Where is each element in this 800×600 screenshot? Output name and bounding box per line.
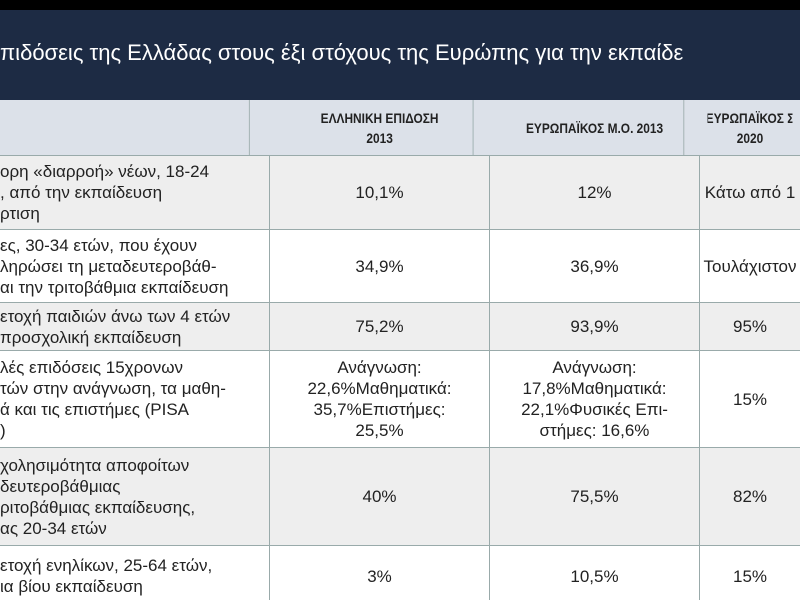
- cell-line: 2020: [736, 129, 764, 146]
- table-row: ετοχή παιδιών άνω των 4 ετών προσχολική ε…: [0, 303, 800, 351]
- cell-line: 36,9%: [570, 256, 619, 276]
- cell-line: 12%: [577, 183, 612, 202]
- cell: Ανάγνωση: 22,6%Μαθηματικά: 35,7%Επιστήμες:…: [270, 351, 490, 447]
- cell: ετοχή ενηλίκων, 25-64 ετών, ια βίου εκπαί…: [0, 546, 270, 600]
- cell: ΕΥΡΩΠΑΪΚΟΣ Σ 2020: [708, 100, 793, 155]
- cell: ΕΥΡΩΠΑΪΚΟΣ Μ.Ο. 2013: [506, 100, 685, 155]
- cell: 40%: [270, 448, 490, 545]
- cell-line: τών στην ανάγνωση, τα μαθη-: [0, 379, 226, 398]
- cell-line: ληρώσει τη μεταδευτεροβάθ-: [0, 256, 217, 276]
- cell-line: 15%: [732, 566, 768, 586]
- cell: 75,2%: [270, 303, 490, 350]
- cell-line: ριτοβάθμιας εκπαίδευσης,: [0, 497, 196, 517]
- cell-line: 82%: [732, 487, 768, 506]
- cell-line: 75,2%: [355, 317, 404, 336]
- cell: λές επιδόσεις 15χρονων τών στην ανάγνωση,…: [0, 351, 270, 447]
- cell-line: λές επιδόσεις 15χρονων: [0, 358, 183, 377]
- cell: 3%: [270, 546, 490, 600]
- cell: ορη «διαρροή» νέων, 18-24 , από την εκπαί…: [0, 156, 270, 229]
- cell-line: ρτιση: [0, 204, 40, 223]
- cell-line: 22,6%Μαθηματικά:: [307, 379, 452, 398]
- cell-line: 22,1%Φυσικές Επι-: [521, 400, 668, 419]
- cell-line: 3%: [367, 566, 392, 586]
- cell-line: 10,1%: [355, 183, 404, 202]
- cell-line: 25,5%: [355, 421, 404, 440]
- cell-line: στήμες: 16,6%: [539, 421, 650, 440]
- cell: [20, 100, 250, 155]
- cell: 34,9%: [270, 230, 490, 302]
- cell-line: ετοχή παιδιών άνω των 4 ετών: [0, 306, 231, 326]
- cell: Κάτω από 1: [700, 156, 800, 229]
- cell-line: ΕΛΛΗΝΙΚΗ ΕΠΙΔΟΣΗ: [320, 109, 439, 126]
- cell: 75,5%: [490, 448, 700, 545]
- cell-line: ετοχή ενηλίκων, 25-64 ετών,: [0, 556, 213, 575]
- cell: 82%: [700, 448, 800, 545]
- cell-line: 40%: [362, 487, 397, 506]
- cell: 15%: [700, 546, 800, 600]
- cell: 95%: [700, 303, 800, 350]
- cell-line: ά και τις επιστήμες (PISA: [0, 400, 190, 419]
- cell-line: ΕΥΡΩΠΑΪΚΟΣ Σ: [707, 109, 793, 126]
- table-row: ες, 30-34 ετών, που έχουν ληρώσει τη μετα…: [0, 230, 800, 303]
- cell: 36,9%: [490, 230, 700, 302]
- cell-line: Ανάγνωση:: [337, 358, 422, 377]
- cell-line: ες, 30-34 ετών, που έχουν: [0, 235, 197, 255]
- cell-line: 2013: [366, 129, 393, 146]
- table-row: ετοχή ενηλίκων, 25-64 ετών, ια βίου εκπαί…: [0, 546, 800, 600]
- title-band: [0, 0, 800, 100]
- cell-line: χολησιμότητα αποφοίτων: [0, 455, 190, 475]
- cell-line: 75,5%: [570, 487, 619, 506]
- cell-line: 95%: [732, 317, 768, 336]
- cell: 12%: [490, 156, 700, 229]
- table-row: λές επιδόσεις 15χρονων τών στην ανάγνωση,…: [0, 351, 800, 448]
- cell: ετοχή παιδιών άνω των 4 ετών προσχολική ε…: [0, 303, 270, 350]
- cell-line: δευτεροβάθμιας: [0, 476, 121, 496]
- cell-line: ια βίου εκπαίδευση: [0, 577, 143, 596]
- cell-line: ): [0, 421, 6, 440]
- cell: 93,9%: [490, 303, 700, 350]
- cell-line: ΕΥΡΩΠΑΪΚΟΣ Μ.Ο. 2013: [525, 119, 664, 136]
- cell-line: 34,9%: [355, 256, 404, 276]
- cell: 10,5%: [490, 546, 700, 600]
- cell-line: αι την τριτοβάθμια εκπαίδευση: [0, 277, 229, 297]
- cell: Ανάγνωση: 17,8%Μαθηματικά: 22,1%Φυσικές Επ…: [490, 351, 700, 447]
- cell: 15%: [700, 351, 800, 447]
- cell-line: 10,5%: [570, 566, 619, 586]
- cell-line: 17,8%Μαθηματικά:: [522, 379, 667, 398]
- cell-line: ας 20-34 ετών: [0, 518, 107, 538]
- cell-line: , από την εκπαίδευση: [0, 183, 163, 202]
- table-row: ορη «διαρροή» νέων, 18-24 , από την εκπαί…: [0, 156, 800, 230]
- cell-line: Ανάγνωση:: [552, 358, 637, 377]
- table: ΕΛΛΗΝΙΚΗ ΕΠΙΔΟΣΗ 2013 ΕΥΡΩΠΑΪΚΟΣ Μ.Ο. 2013…: [0, 100, 800, 600]
- cell: 10,1%: [270, 156, 490, 229]
- cell-line: 35,7%Επιστήμες:: [313, 400, 446, 419]
- cell: ΕΛΛΗΝΙΚΗ ΕΠΙΔΟΣΗ 2013: [287, 100, 474, 155]
- title: πιδόσεις της Ελλάδας στους έξι στόχους τ…: [0, 40, 684, 65]
- cell-line: Τουλάχιστον: [703, 256, 797, 276]
- cell: ες, 30-34 ετών, που έχουν ληρώσει τη μετα…: [0, 230, 270, 302]
- header-row: ΕΛΛΗΝΙΚΗ ΕΠΙΔΟΣΗ 2013 ΕΥΡΩΠΑΪΚΟΣ Μ.Ο. 2013…: [0, 100, 800, 156]
- cell: Τουλάχιστον: [700, 230, 800, 302]
- cell-line: Κάτω από 1: [704, 183, 796, 202]
- cell: χολησιμότητα αποφοίτων δευτεροβάθμιας ριτο…: [0, 448, 270, 545]
- cell-line: ορη «διαρροή» νέων, 18-24: [0, 162, 210, 181]
- table-row: χολησιμότητα αποφοίτων δευτεροβάθμιας ριτο…: [0, 448, 800, 546]
- cell-line: 93,9%: [570, 317, 619, 336]
- cell-line: προσχολική εκπαίδευση: [0, 327, 182, 347]
- cell-line: 15%: [732, 389, 768, 409]
